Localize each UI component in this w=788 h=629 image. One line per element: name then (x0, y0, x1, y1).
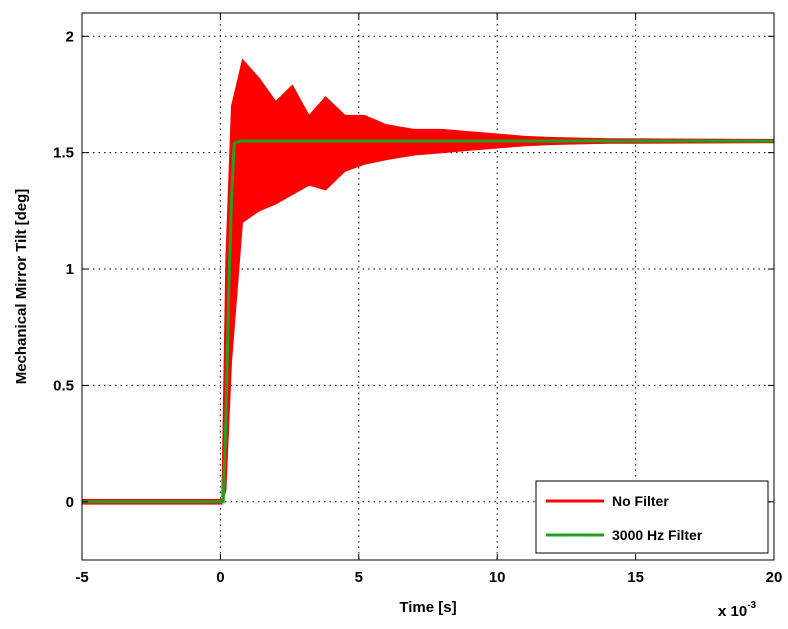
x-tick-label: 15 (627, 569, 644, 586)
x-axis-multiplier: x 10-3 (718, 600, 757, 620)
x-multiplier-exponent: -3 (747, 600, 756, 611)
legend-entry-label: 3000 Hz Filter (612, 527, 703, 543)
axes-frame (81, 12, 775, 561)
legend: No Filter 3000 Hz Filter (535, 480, 769, 554)
x-multiplier-base: x 10 (718, 603, 747, 620)
x-tick-label: 0 (216, 569, 224, 586)
y-tick-label: 0.5 (53, 377, 74, 394)
no-filter-series (82, 58, 774, 505)
y-tick-label: 1 (66, 261, 74, 278)
y-tick-label: 0 (66, 494, 74, 511)
y-tick-label: 1.5 (53, 145, 74, 162)
y-tick-label: 2 (66, 28, 74, 45)
x-tick-label: -5 (75, 569, 88, 586)
x-tick-label: 5 (355, 569, 363, 586)
axis-ticks: -5 0 5 10 15 20 0 0.5 1 1.5 2 (53, 13, 782, 586)
x-tick-label: 20 (766, 569, 783, 586)
legend-entry-label: No Filter (612, 493, 669, 509)
plot-area (82, 58, 774, 505)
x-axis-label: Time [s] (399, 599, 456, 616)
x-tick-label: 10 (489, 569, 506, 586)
legend-box (535, 480, 769, 554)
filter-3000hz-series (82, 139, 774, 504)
y-axis-label: Mechanical Mirror Tilt [deg] (13, 189, 30, 385)
